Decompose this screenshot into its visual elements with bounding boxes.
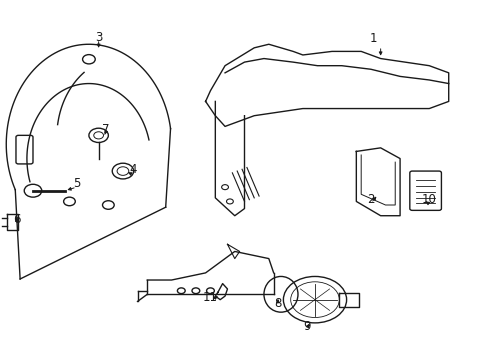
Text: 3: 3 [95,31,102,44]
Text: 6: 6 [13,213,20,226]
Text: 9: 9 [303,320,310,333]
Text: 5: 5 [73,177,81,190]
Text: 8: 8 [273,297,281,310]
Text: 10: 10 [421,193,436,206]
Text: 2: 2 [366,193,374,206]
Text: 4: 4 [129,163,136,176]
Text: 11: 11 [203,291,218,305]
Text: 1: 1 [369,32,376,45]
Text: 7: 7 [102,123,109,136]
